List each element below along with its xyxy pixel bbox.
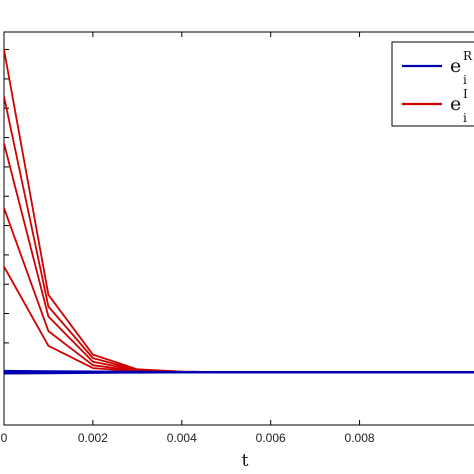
legend-label-r-sup: R (463, 49, 473, 63)
legend: e R i e I i (391, 41, 474, 127)
x-tick-labels: 0 0.002 0.004 0.006 0.008 (1, 431, 375, 445)
x-tick-label: 0 (1, 431, 8, 445)
legend-label-i-sub: i (463, 111, 467, 125)
axis-ticks (3, 32, 361, 425)
legend-box (391, 41, 474, 127)
legend-label-r-base: e (450, 55, 461, 77)
x-axis-label: t (242, 451, 249, 471)
legend-label-r-sub: i (463, 73, 467, 87)
legend-label-i-base: e (450, 93, 461, 115)
series-layer (4, 49, 474, 375)
x-tick-label: 0.004 (167, 431, 197, 445)
x-tick-label: 0.008 (345, 431, 375, 445)
legend-label-i-sup: I (463, 87, 468, 101)
x-tick-label: 0.002 (78, 431, 108, 445)
series-line-e-r-7 (4, 370, 474, 374)
x-tick-label: 0.006 (256, 431, 286, 445)
